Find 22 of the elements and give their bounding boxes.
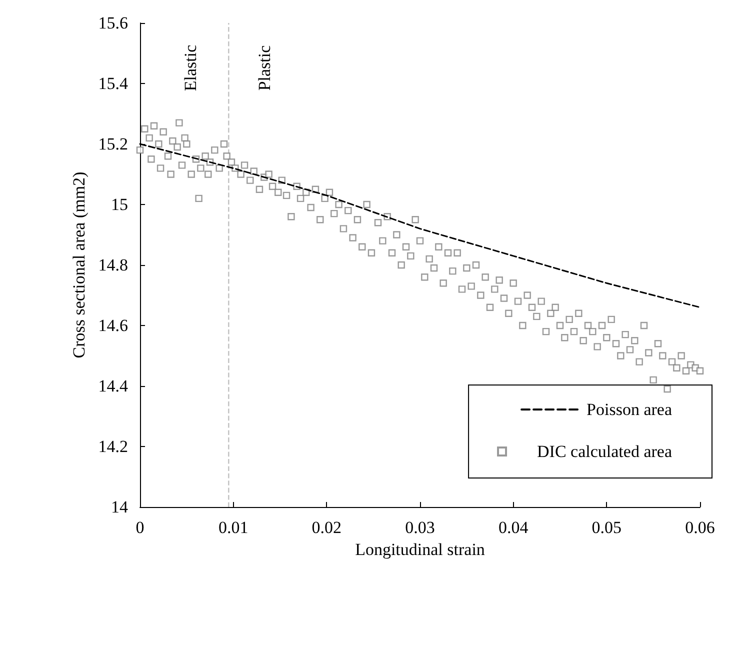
- y-axis-title: Cross sectional area (mm2): [69, 172, 88, 358]
- y-tick-label: 14.6: [98, 316, 128, 335]
- y-tick-label: 15: [111, 195, 128, 214]
- x-tick-label: 0.04: [498, 518, 529, 537]
- legend-label: Poisson area: [586, 400, 672, 419]
- x-tick-label: 0.02: [312, 518, 342, 537]
- y-tick-label: 15.4: [98, 74, 128, 93]
- y-tick-label: 14.4: [98, 376, 128, 396]
- x-tick-label: 0.05: [592, 518, 622, 537]
- x-tick-label: 0: [136, 518, 144, 537]
- x-tick-label: 0.03: [405, 518, 435, 537]
- y-tick-label: 15.6: [98, 14, 128, 32]
- y-tick-label: 14.8: [98, 256, 128, 274]
- legend-label: DIC calculated area: [537, 442, 672, 461]
- y-tick-label: 14: [111, 498, 128, 516]
- annotation: Elastic: [181, 44, 200, 92]
- y-tick-label: 14.2: [98, 437, 128, 456]
- x-tick-label: 0.01: [218, 518, 248, 537]
- y-tick-label: 15.2: [98, 134, 128, 154]
- x-axis-title: Longitudinal strain: [355, 540, 486, 559]
- annotation: Plastic: [255, 44, 274, 91]
- x-tick-label: 0.06: [685, 518, 715, 537]
